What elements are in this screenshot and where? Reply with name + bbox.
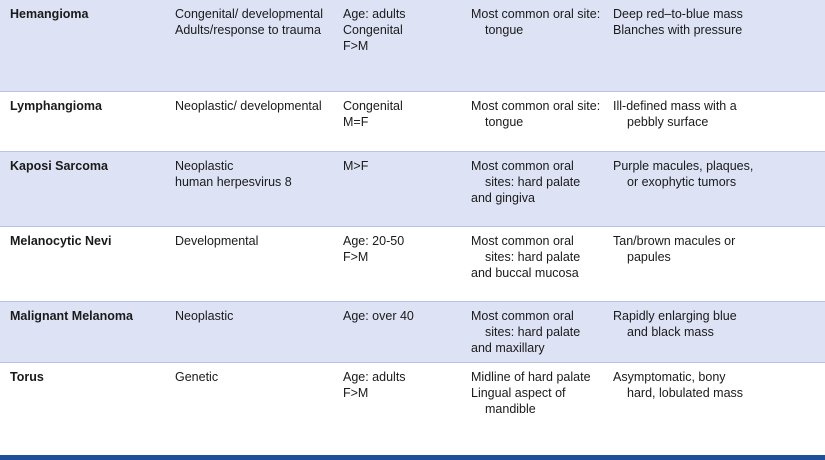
location-cell: Midline of hard palate Lingual aspect of… [471, 369, 606, 417]
cause-entry: human herpesvirus 8 [175, 175, 292, 189]
demographics-entry: Age: adults [343, 7, 406, 21]
table-row: Melanocytic Nevi Developmental Age: 20-5… [0, 227, 825, 301]
demographics-cell: Age: 20-50 F>M [343, 233, 463, 265]
cause-cell: Congenital/ developmental Adults/respons… [175, 6, 335, 38]
table-row: Lymphangioma Neoplastic/ developmental C… [0, 92, 825, 151]
location-cell: Most common oral site: tongue [471, 6, 606, 38]
features-entry: Tan/brown macules or papules [613, 234, 736, 264]
row-divider [0, 362, 825, 363]
cause-cell: Neoplastic human herpesvirus 8 [175, 158, 335, 190]
row-divider [0, 151, 825, 152]
demographics-cell: Age: adults Congenital F>M [343, 6, 463, 54]
demographics-entry: Congenital [343, 99, 403, 113]
demographics-entry: F>M [343, 386, 369, 400]
cause-cell: Developmental [175, 233, 335, 249]
features-cell: Asymptomatic, bony hard, lobulated mass [613, 369, 818, 401]
location-cell: Most common oral sites: hard palate and … [471, 158, 606, 206]
demographics-entry: M>F [343, 159, 369, 173]
table-bottom-rule [0, 455, 825, 460]
location-cell: Most common oral sites: hard palate and … [471, 308, 606, 356]
demographics-entry: F>M [343, 39, 369, 53]
demographics-cell: Age: over 40 [343, 308, 463, 324]
cause-entry: Neoplastic [175, 309, 234, 323]
row-divider [0, 226, 825, 227]
demographics-entry: Age: over 40 [343, 309, 414, 323]
row-divider [0, 301, 825, 302]
features-cell: Deep red–to-blue mass Blanches with pres… [613, 6, 818, 38]
features-entry: Ill-defined mass with a pebbly surface [613, 99, 737, 129]
lesion-name: Lymphangioma [10, 99, 102, 113]
demographics-cell: M>F [343, 158, 463, 174]
demographics-entry: F>M [343, 250, 369, 264]
lesion-name: Melanocytic Nevi [10, 234, 112, 248]
location-entry: Most common oral site: tongue [471, 99, 601, 129]
lesion-name: Torus [10, 370, 44, 384]
cause-cell: Neoplastic/ developmental [175, 98, 335, 114]
location-entry: and gingiva [471, 191, 535, 205]
features-entry: Blanches with pressure [613, 23, 743, 37]
demographics-cell: Congenital M=F [343, 98, 463, 130]
features-entry: Rapidly enlarging blue and black mass [613, 309, 737, 339]
features-cell: Rapidly enlarging blue and black mass [613, 308, 818, 340]
location-entry: Most common oral site: tongue [471, 7, 601, 37]
location-entry: Midline of hard palate [471, 370, 591, 384]
features-cell: Ill-defined mass with a pebbly surface [613, 98, 818, 130]
location-cell: Most common oral site: tongue [471, 98, 606, 130]
features-cell: Tan/brown macules or papules [613, 233, 818, 265]
row-divider [0, 91, 825, 92]
demographics-entry: Age: adults [343, 370, 406, 384]
location-entry: and buccal mucosa [471, 266, 579, 280]
location-entry: Most common oral sites: hard palate [471, 234, 581, 264]
features-cell: Purple macules, plaques, or exophytic tu… [613, 158, 818, 190]
demographics-entry: Congenital [343, 23, 403, 37]
location-entry: Most common oral sites: hard palate [471, 309, 581, 339]
cause-entry: Neoplastic [175, 159, 234, 173]
table-row: Hemangioma Congenital/ developmental Adu… [0, 0, 825, 91]
cause-entry: Developmental [175, 234, 259, 248]
location-entry: Lingual aspect of mandible [471, 386, 566, 416]
cause-cell: Neoplastic [175, 308, 335, 324]
location-entry: and maxillary [471, 341, 545, 355]
table-row: Malignant Melanoma Neoplastic Age: over … [0, 302, 825, 362]
demographics-entry: M=F [343, 115, 369, 129]
table-row: Torus Genetic Age: adults F>M Midline of… [0, 363, 825, 455]
location-cell: Most common oral sites: hard palate and … [471, 233, 606, 281]
cause-entry: Genetic [175, 370, 219, 384]
demographics-entry: Age: 20-50 [343, 234, 405, 248]
location-entry: Most common oral sites: hard palate [471, 159, 581, 189]
lesion-name: Hemangioma [10, 7, 89, 21]
cause-entry: Neoplastic/ developmental [175, 99, 322, 113]
cause-cell: Genetic [175, 369, 335, 385]
cause-entry: Congenital/ developmental [175, 7, 324, 21]
lesion-name: Kaposi Sarcoma [10, 159, 108, 173]
features-entry: Purple macules, plaques, or exophytic tu… [613, 159, 754, 189]
demographics-cell: Age: adults F>M [343, 369, 463, 401]
lesion-name: Malignant Melanoma [10, 309, 133, 323]
cause-entry: Adults/response to trauma [175, 23, 321, 37]
table-row: Kaposi Sarcoma Neoplastic human herpesvi… [0, 152, 825, 226]
features-entry: Deep red–to-blue mass [613, 7, 743, 21]
features-entry: Asymptomatic, bony hard, lobulated mass [613, 370, 744, 400]
